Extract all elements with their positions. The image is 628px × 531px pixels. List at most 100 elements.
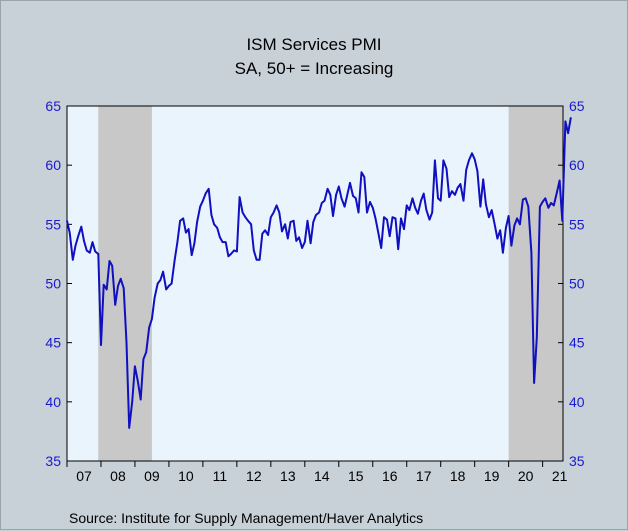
data-point-0-123	[414, 207, 417, 209]
data-point-0-128	[428, 218, 431, 221]
data-point-0-0	[66, 220, 68, 222]
data-point-0-71	[267, 234, 269, 236]
data-point-0-141	[465, 169, 468, 171]
data-point-0-155	[505, 227, 507, 229]
x-tick-label-16: 16	[382, 468, 398, 484]
data-point-0-86	[309, 242, 312, 245]
data-point-0-57	[227, 255, 230, 258]
data-point-0-16	[111, 265, 113, 267]
y-tick-label-left-50: 50	[45, 276, 61, 292]
data-point-0-38	[173, 259, 176, 261]
chart-source: Source: Institute for Supply Management/…	[69, 510, 423, 526]
data-point-0-29	[148, 326, 150, 329]
data-point-0-125	[420, 199, 422, 202]
data-point-0-107	[369, 201, 371, 203]
data-point-0-132	[439, 199, 442, 202]
data-point-0-117	[397, 248, 400, 250]
data-point-0-62	[241, 211, 244, 214]
data-point-0-66	[253, 249, 255, 252]
data-point-0-139	[459, 183, 462, 185]
data-point-0-8	[89, 251, 91, 254]
data-point-0-10	[94, 250, 96, 253]
data-point-0-26	[139, 398, 142, 401]
x-tick-label-08: 08	[110, 468, 126, 484]
data-point-0-39	[176, 241, 179, 243]
data-point-0-48	[202, 199, 204, 202]
data-point-0-144	[473, 158, 476, 161]
data-point-0-15	[108, 260, 111, 262]
x-tick-label-19: 19	[484, 468, 500, 484]
data-point-0-102	[355, 197, 357, 200]
data-point-0-14	[105, 288, 108, 291]
data-point-0-99	[346, 194, 349, 196]
data-point-0-45	[193, 242, 196, 245]
x-tick-label-13: 13	[280, 468, 296, 484]
data-point-0-31	[153, 296, 156, 299]
data-point-0-171	[550, 202, 552, 204]
data-point-0-23	[131, 401, 133, 403]
data-point-0-115	[391, 216, 394, 218]
data-point-0-3	[74, 244, 77, 247]
data-point-0-88	[315, 214, 317, 216]
data-point-0-36	[168, 285, 170, 287]
data-point-0-58	[230, 253, 232, 255]
data-point-0-106	[366, 211, 368, 214]
data-point-0-46	[196, 221, 198, 223]
data-point-0-76	[281, 230, 283, 233]
data-point-0-40	[179, 220, 181, 222]
data-point-0-137	[454, 194, 456, 196]
data-point-0-104	[360, 171, 363, 174]
data-point-0-143	[471, 152, 473, 155]
data-point-0-118	[400, 217, 402, 220]
data-point-0-53	[216, 227, 218, 229]
data-point-0-64	[247, 220, 249, 222]
data-point-0-91	[323, 199, 326, 202]
x-tick-label-07: 07	[76, 468, 92, 484]
data-point-0-33	[159, 279, 162, 281]
data-point-0-47	[199, 205, 201, 208]
data-point-0-165	[533, 382, 535, 384]
data-point-0-69	[261, 233, 264, 235]
data-point-0-127	[425, 209, 428, 211]
data-point-0-80	[292, 220, 295, 222]
x-tick-label-09: 09	[144, 468, 160, 484]
x-tick-label-14: 14	[314, 468, 330, 484]
data-point-0-61	[238, 196, 241, 198]
y-tick-label-right-60: 60	[569, 157, 585, 173]
data-point-0-59	[233, 249, 235, 252]
data-point-0-173	[556, 191, 558, 194]
data-point-0-12	[100, 344, 102, 346]
data-point-0-73	[272, 211, 275, 214]
x-tick-label-11: 11	[213, 468, 228, 484]
data-point-0-97	[340, 197, 343, 200]
data-point-0-96	[338, 185, 340, 188]
data-point-0-98	[343, 205, 346, 208]
data-point-0-87	[312, 221, 315, 223]
data-point-0-120	[405, 204, 408, 207]
y-tick-label-left-60: 60	[45, 157, 61, 173]
data-point-0-5	[80, 225, 83, 228]
data-point-0-27	[142, 358, 145, 361]
y-tick-label-right-55: 55	[569, 216, 585, 232]
data-point-0-111	[380, 247, 383, 249]
y-tick-label-right-50: 50	[569, 276, 585, 292]
data-point-0-6	[83, 240, 85, 242]
data-point-0-145	[476, 170, 479, 172]
data-point-0-114	[388, 235, 391, 237]
data-point-0-77	[284, 223, 286, 226]
data-point-0-130	[434, 159, 436, 162]
y-tick-label-right-35: 35	[569, 453, 585, 469]
data-point-0-108	[372, 207, 374, 209]
y-tick-label-right-65: 65	[569, 98, 585, 114]
data-point-0-30	[151, 318, 153, 320]
data-point-0-19	[119, 278, 122, 280]
data-point-0-52	[213, 223, 215, 226]
data-point-0-156	[507, 215, 510, 217]
data-point-0-7	[85, 249, 88, 252]
data-point-0-153	[499, 229, 502, 232]
data-point-0-121	[408, 209, 411, 211]
data-point-0-113	[386, 218, 388, 221]
data-point-0-89	[318, 211, 320, 214]
data-point-0-146	[479, 205, 482, 208]
